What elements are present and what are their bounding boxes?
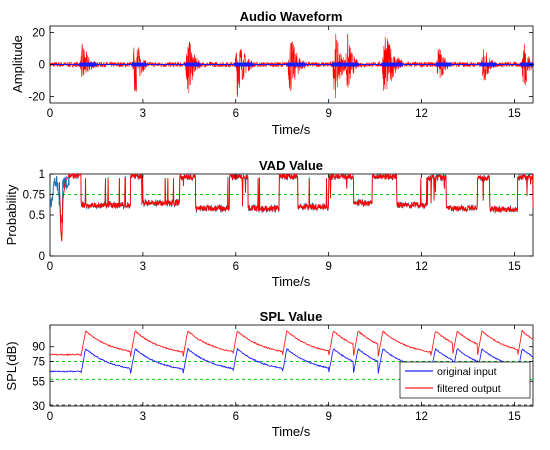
ytick-label: 0.5 xyxy=(29,210,45,222)
waveform-title: Audio Waveform xyxy=(240,9,343,24)
waveform-xticks: 0 3 6 9 12 15 xyxy=(47,26,521,120)
xtick-label: 0 xyxy=(47,108,53,120)
vad-panel: VAD Value 0 3 6 9 12 15 0 0.5 0.75 1 Time/s Prob… xyxy=(4,158,534,289)
ytick-label: 75 xyxy=(32,357,45,369)
xtick-label: 6 xyxy=(233,261,239,273)
xtick-label: 3 xyxy=(140,108,146,120)
ytick-label: 1 xyxy=(39,169,45,181)
waveform-yticks: -20 0 20 xyxy=(28,27,533,104)
spl-yticks: 30 55 75 90 xyxy=(32,342,533,413)
spl-ylabel: SPL(dB) xyxy=(4,341,19,390)
xtick-label: 9 xyxy=(325,108,331,120)
ytick-label: -20 xyxy=(28,92,45,104)
xtick-label: 12 xyxy=(415,108,428,120)
spl-title: SPL Value xyxy=(260,309,323,324)
legend-filtered-label: filtered output xyxy=(437,383,501,395)
ytick-label: 0 xyxy=(39,251,45,263)
xtick-label: 15 xyxy=(508,261,521,273)
spl-filtered-line xyxy=(49,329,534,357)
waveform-ylabel: Amplitude xyxy=(10,35,25,93)
vad-xticks: 0 3 6 9 12 15 xyxy=(47,174,521,273)
spl-panel: SPL Value 0 3 6 9 12 15 30 55 75 90 original inp… xyxy=(4,309,534,439)
xtick-label: 6 xyxy=(233,108,239,120)
waveform-line xyxy=(49,33,534,99)
ytick-label: 20 xyxy=(32,27,45,39)
waveform-plot xyxy=(49,33,535,99)
xtick-label: 3 xyxy=(140,261,146,273)
waveform-xlabel: Time/s xyxy=(272,122,311,137)
xtick-label: 9 xyxy=(325,411,331,423)
ytick-label: 0 xyxy=(39,60,45,72)
spl-legend: original input filtered output xyxy=(399,361,531,399)
vad-filtered-line xyxy=(68,172,534,213)
vad-yticks: 0 0.5 0.75 1 xyxy=(23,169,533,263)
legend-original-label: original input xyxy=(437,366,497,378)
vad-plot xyxy=(50,172,534,242)
vad-axes xyxy=(49,173,534,257)
xtick-label: 12 xyxy=(415,411,428,423)
vad-ylabel: Probability xyxy=(4,184,19,245)
xtick-label: 9 xyxy=(325,261,331,273)
vad-xlabel: Time/s xyxy=(272,274,311,289)
xtick-label: 15 xyxy=(508,411,521,423)
legend-box xyxy=(399,361,531,399)
spl-xlabel: Time/s xyxy=(272,424,311,439)
xtick-label: 6 xyxy=(233,411,239,423)
ytick-label: 55 xyxy=(32,376,45,388)
xtick-label: 0 xyxy=(47,261,53,273)
vad-filtered-start xyxy=(58,176,69,242)
ytick-label: 90 xyxy=(32,342,45,354)
xtick-label: 3 xyxy=(140,411,146,423)
xtick-label: 12 xyxy=(415,261,428,273)
ytick-label: 0.75 xyxy=(23,190,45,202)
xtick-label: 15 xyxy=(508,108,521,120)
spl-xticks: 0 3 6 9 12 15 xyxy=(47,325,521,423)
ytick-label: 30 xyxy=(32,401,45,413)
vad-title: VAD Value xyxy=(259,158,323,173)
xtick-label: 0 xyxy=(47,411,53,423)
